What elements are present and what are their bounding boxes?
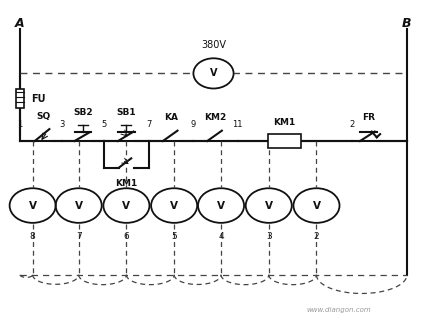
Text: 3: 3	[265, 232, 271, 241]
Text: V: V	[264, 201, 272, 211]
Text: 4: 4	[218, 232, 223, 241]
Circle shape	[198, 188, 244, 223]
Circle shape	[193, 58, 233, 89]
Circle shape	[293, 188, 339, 223]
Text: KM2: KM2	[204, 113, 226, 122]
Text: V: V	[75, 201, 83, 211]
Text: 1: 1	[17, 120, 23, 129]
Text: 5: 5	[171, 232, 177, 241]
Circle shape	[151, 188, 197, 223]
Text: 380V: 380V	[201, 40, 225, 50]
Text: FU: FU	[31, 94, 46, 104]
Text: www.diangon.com: www.diangon.com	[306, 307, 371, 313]
Text: 3: 3	[59, 120, 64, 129]
Text: 7: 7	[76, 232, 81, 241]
Text: SQ: SQ	[36, 111, 50, 120]
Text: V: V	[29, 201, 37, 211]
Text: 8: 8	[30, 232, 35, 241]
Text: V: V	[216, 201, 225, 211]
Bar	[267, 134, 301, 148]
Text: SB1: SB1	[116, 109, 136, 118]
Text: KA: KA	[164, 113, 178, 122]
Text: V: V	[122, 201, 130, 211]
Text: V: V	[312, 201, 320, 211]
Text: KM1: KM1	[273, 118, 295, 127]
Text: V: V	[209, 68, 217, 78]
Text: 5: 5	[101, 120, 106, 129]
Text: 11: 11	[232, 120, 242, 129]
Text: 7: 7	[146, 120, 151, 129]
Circle shape	[245, 188, 291, 223]
Text: A: A	[15, 16, 25, 29]
Text: 2: 2	[313, 232, 319, 241]
Text: B: B	[401, 16, 411, 29]
Circle shape	[10, 188, 55, 223]
Text: 2: 2	[348, 120, 354, 129]
Text: V: V	[170, 201, 178, 211]
Text: SB2: SB2	[73, 109, 92, 118]
Text: KM1: KM1	[115, 179, 137, 188]
Text: 9: 9	[190, 120, 196, 129]
Text: 6: 6	[123, 232, 129, 241]
Bar	[16, 89, 24, 108]
Circle shape	[103, 188, 149, 223]
Text: FR: FR	[361, 113, 374, 122]
Circle shape	[55, 188, 101, 223]
